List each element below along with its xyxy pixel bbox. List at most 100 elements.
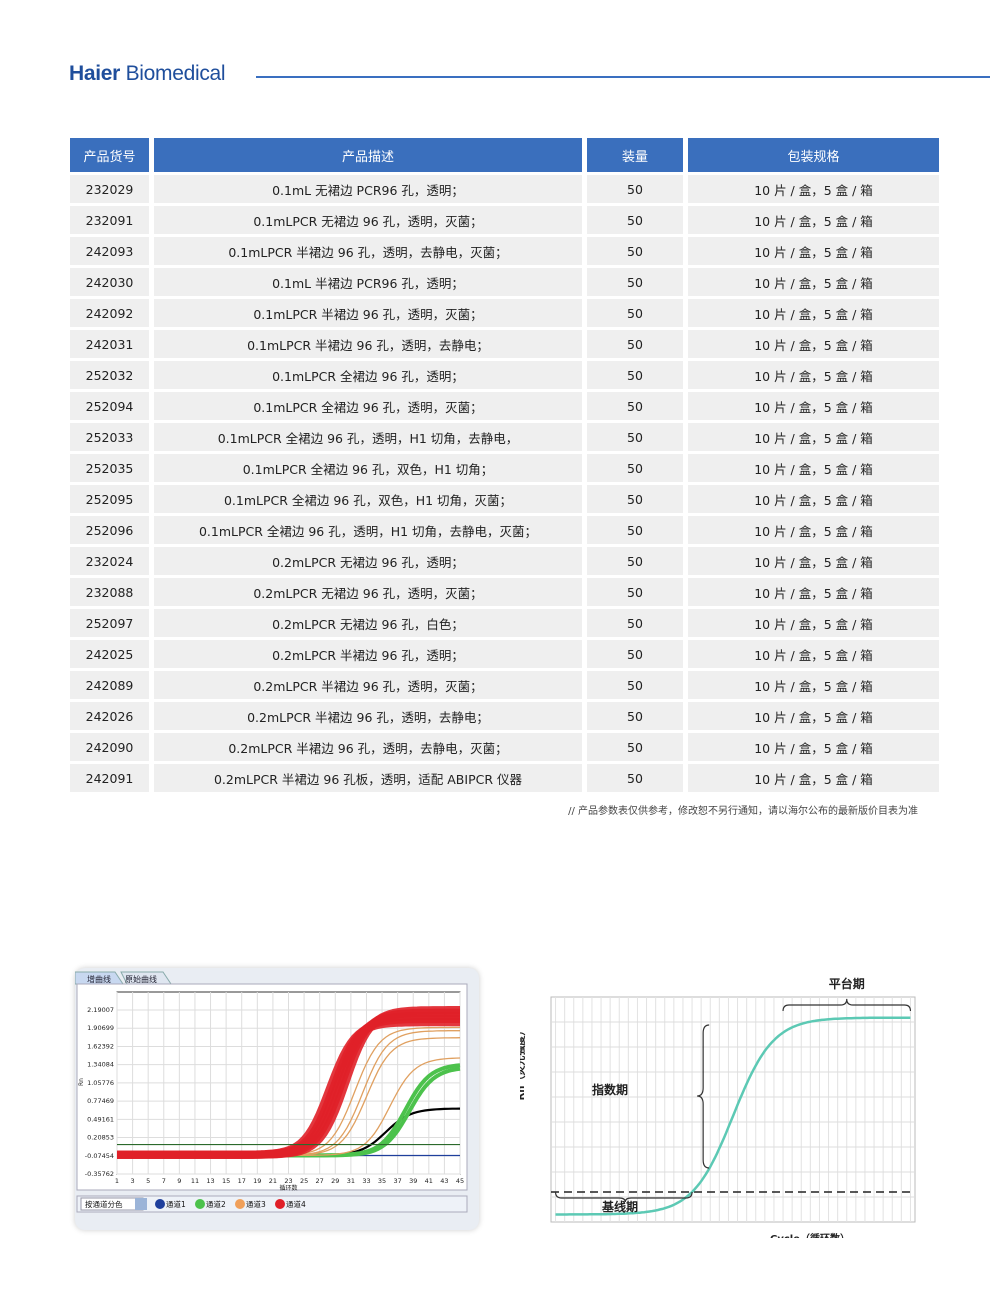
cell-packaging: 10 片 / 盒，5 盒 / 箱: [688, 268, 939, 296]
table-header-row: 产品货号 产品描述 装量 包装规格: [70, 138, 939, 172]
y-tick-label: 1.62392: [87, 1042, 114, 1050]
cell-product-code: 242031: [70, 330, 149, 358]
cell-description: 0.1mLPCR 全裙边 96 孔，双色，H1 切角，灭菌；: [154, 485, 582, 513]
cell-description: 0.1mLPCR 半裙边 96 孔，透明，灭菌；: [154, 299, 582, 327]
cell-quantity: 50: [587, 702, 683, 730]
cell-description: 0.1mLPCR 全裙边 96 孔，透明，H1 切角，去静电，: [154, 423, 582, 451]
x-tick-label: 31: [347, 1177, 355, 1185]
cell-product-code: 242090: [70, 733, 149, 761]
cell-product-code: 242089: [70, 671, 149, 699]
cell-quantity: 50: [587, 485, 683, 513]
cell-description: 0.1mLPCR 无裙边 96 孔，透明，灭菌；: [154, 206, 582, 234]
y-tick-label: 1.90699: [87, 1024, 114, 1032]
cell-packaging: 10 片 / 盒，5 盒 / 箱: [688, 392, 939, 420]
cell-packaging: 10 片 / 盒，5 盒 / 箱: [688, 547, 939, 575]
cell-quantity: 50: [587, 516, 683, 544]
haier-biomedical-logo: Haier Biomedical: [69, 62, 226, 85]
cell-packaging: 10 片 / 盒，5 盒 / 箱: [688, 764, 939, 792]
y-axis-label: Rn（荧光强度）: [520, 1026, 527, 1101]
cell-description: 0.1mLPCR 全裙边 96 孔，透明，灭菌；: [154, 392, 582, 420]
x-tick-label: 39: [409, 1177, 417, 1185]
cell-quantity: 50: [587, 423, 683, 451]
table-row: 252097 0.2mLPCR 无裙边 96 孔，白色； 50 10 片 / 盒，5 …: [70, 609, 939, 637]
cell-description: 0.1mL 半裙边 PCR96 孔，透明；: [154, 268, 582, 296]
x-tick-label: 29: [331, 1177, 339, 1185]
cell-product-code: 252035: [70, 454, 149, 482]
table-row: 242090 0.2mLPCR 半裙边 96 孔，透明，去静电，灭菌； 50 10 片…: [70, 733, 939, 761]
cell-packaging: 10 片 / 盒，5 盒 / 箱: [688, 485, 939, 513]
table-row: 252032 0.1mLPCR 全裙边 96 孔，透明； 50 10 片 / 盒，5 …: [70, 361, 939, 389]
cell-packaging: 10 片 / 盒，5 盒 / 箱: [688, 640, 939, 668]
x-tick-label: 19: [253, 1177, 261, 1185]
x-tick-label: 17: [238, 1177, 246, 1185]
baseline-brace: [554, 1191, 693, 1203]
legend-label: 通道1: [166, 1199, 186, 1209]
table-row: 242093 0.1mLPCR 半裙边 96 孔，透明，去静电，灭菌； 50 10 片…: [70, 237, 939, 265]
cell-packaging: 10 片 / 盒，5 盒 / 箱: [688, 361, 939, 389]
x-tick-label: 33: [362, 1177, 370, 1185]
x-tick-label: 21: [269, 1177, 277, 1185]
exponential-brace: [697, 1024, 710, 1169]
cell-quantity: 50: [587, 547, 683, 575]
cell-quantity: 50: [587, 640, 683, 668]
cell-product-code: 242092: [70, 299, 149, 327]
x-tick-label: 5: [146, 1177, 150, 1185]
cell-packaging: 10 片 / 盒，5 盒 / 箱: [688, 702, 939, 730]
legend-swatch: [235, 1199, 245, 1209]
cell-product-code: 252096: [70, 516, 149, 544]
product-table: 产品货号 产品描述 装量 包装规格 232029 0.1mL 无裙边 PCR96 孔，透…: [65, 135, 944, 795]
y-tick-label: -0.07454: [85, 1152, 114, 1160]
amplification-curve: [117, 1006, 460, 1159]
table-row: 232088 0.2mLPCR 无裙边 96 孔，透明，灭菌； 50 10 片 / 盒…: [70, 578, 939, 606]
x-tick-label: 27: [316, 1177, 324, 1185]
legend-swatch: [155, 1199, 165, 1209]
cell-quantity: 50: [587, 578, 683, 606]
cell-packaging: 10 片 / 盒，5 盒 / 箱: [688, 423, 939, 451]
cell-description: 0.2mLPCR 半裙边 96 孔，透明；: [154, 640, 582, 668]
table-row: 242025 0.2mLPCR 半裙边 96 孔，透明； 50 10 片 / 盒，5 …: [70, 640, 939, 668]
table-row: 252033 0.1mLPCR 全裙边 96 孔，透明，H1 切角，去静电， 50 1…: [70, 423, 939, 451]
cell-description: 0.2mLPCR 半裙边 96 孔板，透明，适配 ABIPCR 仪器: [154, 764, 582, 792]
cell-packaging: 10 片 / 盒，5 盒 / 箱: [688, 578, 939, 606]
y-tick-label: -0.35762: [85, 1170, 114, 1178]
x-tick-label: 11: [191, 1177, 199, 1185]
y-tick-label: 1.05776: [87, 1079, 114, 1087]
cell-packaging: 10 片 / 盒，5 盒 / 箱: [688, 609, 939, 637]
cell-product-code: 232088: [70, 578, 149, 606]
cell-packaging: 10 片 / 盒，5 盒 / 箱: [688, 733, 939, 761]
cell-product-code: 242091: [70, 764, 149, 792]
x-axis-label: Cycle（循环数）: [770, 1232, 850, 1238]
y-tick-label: 0.20853: [87, 1134, 114, 1142]
table-row: 252094 0.1mLPCR 全裙边 96 孔，透明，灭菌； 50 10 片 / 盒…: [70, 392, 939, 420]
cell-packaging: 10 片 / 盒，5 盒 / 箱: [688, 237, 939, 265]
legend-swatch: [195, 1199, 205, 1209]
cell-quantity: 50: [587, 764, 683, 792]
table-row: 242091 0.2mLPCR 半裙边 96 孔板，透明，适配 ABIPCR 仪器…: [70, 764, 939, 792]
x-tick-label: 9: [177, 1177, 181, 1185]
cell-description: 0.1mLPCR 半裙边 96 孔，透明，去静电，灭菌；: [154, 237, 582, 265]
y-tick-label: 1.34084: [87, 1061, 114, 1069]
color-mode-value: 按通道分色: [85, 1199, 123, 1209]
cell-product-code: 232091: [70, 206, 149, 234]
legend-label: 通道3: [246, 1199, 266, 1209]
cell-packaging: 10 片 / 盒，5 盒 / 箱: [688, 175, 939, 203]
cell-product-code: 242025: [70, 640, 149, 668]
table-row: 242089 0.2mLPCR 半裙边 96 孔，透明，灭菌； 50 10 片 / 盒…: [70, 671, 939, 699]
cell-quantity: 50: [587, 299, 683, 327]
cell-description: 0.1mLPCR 半裙边 96 孔，透明，去静电；: [154, 330, 582, 358]
cell-product-code: 252094: [70, 392, 149, 420]
cell-description: 0.1mL 无裙边 PCR96 孔，透明；: [154, 175, 582, 203]
cell-description: 0.1mLPCR 全裙边 96 孔，双色，H1 切角；: [154, 454, 582, 482]
x-axis-label: 循环数: [279, 1184, 297, 1192]
tab-label-0: 增曲线: [87, 974, 111, 984]
y-tick-label: 0.49161: [87, 1115, 114, 1123]
exponential-label: 指数期: [592, 1082, 628, 1097]
cell-product-code: 242093: [70, 237, 149, 265]
legend-label: 通道4: [286, 1199, 306, 1209]
amplification-curve: [555, 1016, 911, 1216]
tab-label-1: 原始曲线: [125, 974, 157, 984]
cell-quantity: 50: [587, 671, 683, 699]
